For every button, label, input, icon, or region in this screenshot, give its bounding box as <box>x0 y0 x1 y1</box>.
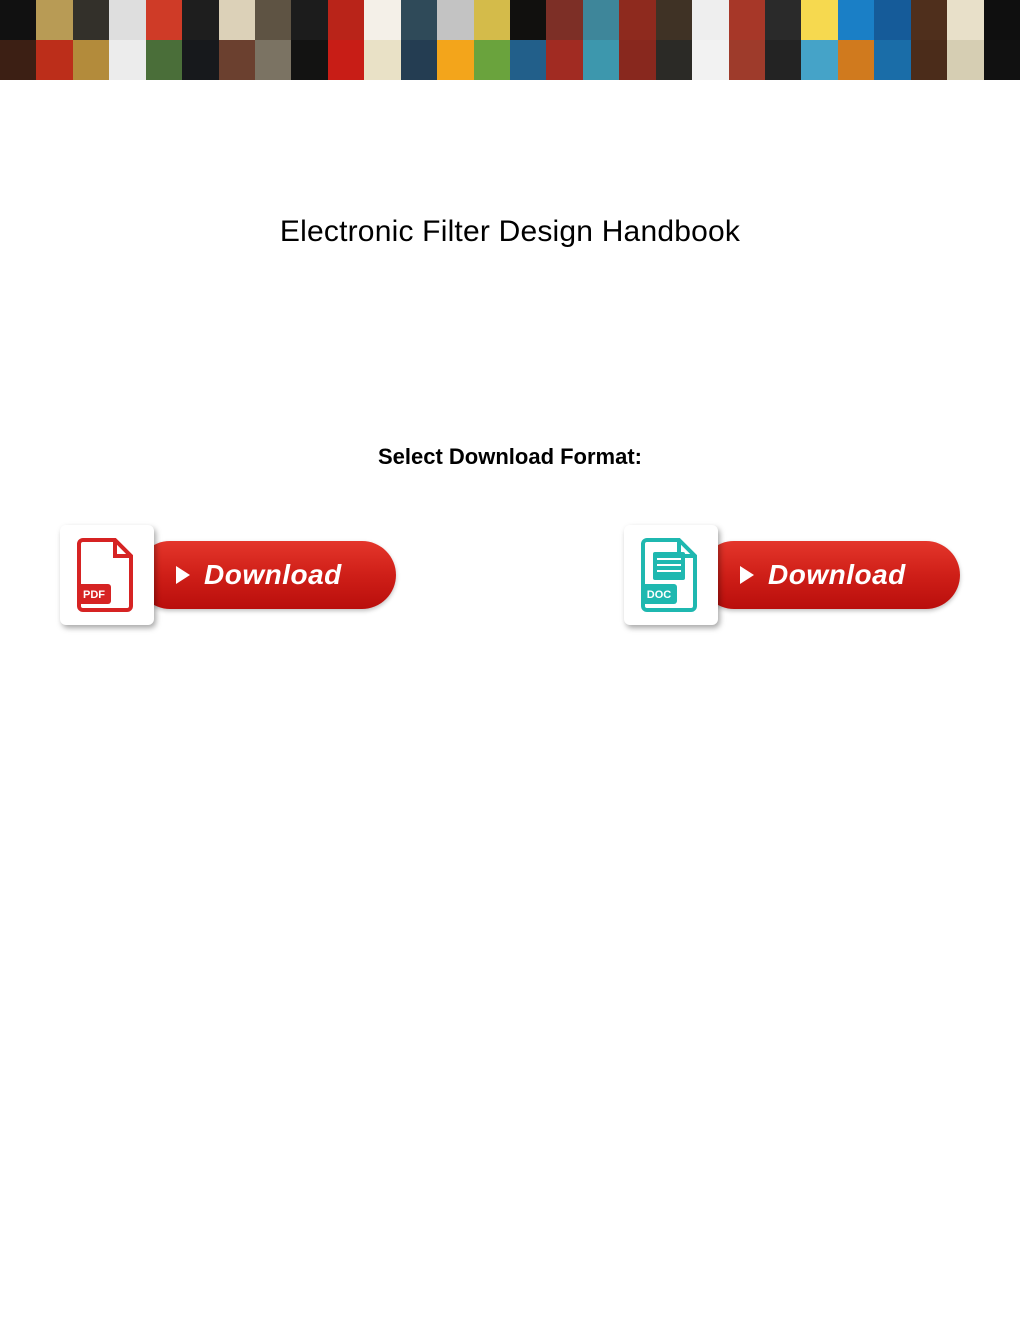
banner-tile <box>0 0 36 40</box>
pdf-file-icon: PDF <box>77 538 137 612</box>
banner-tile <box>911 40 947 80</box>
media-banner <box>0 0 1020 80</box>
banner-tile <box>619 0 655 40</box>
banner-tile <box>838 40 874 80</box>
banner-tile <box>109 0 145 40</box>
banner-tile <box>546 0 582 40</box>
banner-tile <box>328 40 364 80</box>
banner-tile <box>291 0 327 40</box>
banner-tile <box>109 40 145 80</box>
banner-tile <box>73 0 109 40</box>
banner-tile <box>255 0 291 40</box>
banner-tile <box>801 40 837 80</box>
banner-tile <box>619 40 655 80</box>
banner-tile <box>729 40 765 80</box>
play-icon <box>740 566 754 584</box>
banner-tile <box>984 0 1020 40</box>
banner-tile <box>874 40 910 80</box>
banner-tile <box>947 40 983 80</box>
banner-tile <box>0 40 36 80</box>
download-pdf-pill: Download <box>136 541 396 609</box>
banner-tile <box>729 0 765 40</box>
banner-tile <box>801 0 837 40</box>
banner-tile <box>36 0 72 40</box>
banner-tile <box>36 40 72 80</box>
banner-tile <box>838 0 874 40</box>
download-doc-button[interactable]: DOC Download <box>624 525 960 625</box>
download-doc-label: Download <box>768 559 906 591</box>
doc-icon-box: DOC <box>624 525 718 625</box>
banner-tile <box>656 40 692 80</box>
download-pdf-button[interactable]: PDF Download <box>60 525 396 625</box>
banner-tile <box>291 40 327 80</box>
banner-tile <box>182 40 218 80</box>
banner-tile <box>947 0 983 40</box>
banner-tile <box>583 40 619 80</box>
banner-tile <box>73 40 109 80</box>
banner-tile <box>146 0 182 40</box>
banner-tile <box>984 40 1020 80</box>
banner-tile <box>401 40 437 80</box>
banner-tile <box>546 40 582 80</box>
banner-tile <box>182 0 218 40</box>
banner-tile <box>474 0 510 40</box>
download-pdf-label: Download <box>204 559 342 591</box>
banner-tile <box>510 0 546 40</box>
banner-tile <box>765 0 801 40</box>
svg-text:DOC: DOC <box>647 589 672 601</box>
banner-tile <box>328 0 364 40</box>
banner-tile <box>364 0 400 40</box>
doc-file-icon: DOC <box>641 538 701 612</box>
banner-tile <box>255 40 291 80</box>
banner-tile <box>219 40 255 80</box>
banner-tile <box>437 40 473 80</box>
play-icon <box>176 566 190 584</box>
pdf-icon-box: PDF <box>60 525 154 625</box>
banner-tile <box>146 40 182 80</box>
page-title: Electronic Filter Design Handbook <box>0 215 1020 249</box>
download-doc-pill: Download <box>700 541 960 609</box>
banner-tile <box>510 40 546 80</box>
format-label: Select Download Format: <box>0 444 1020 470</box>
svg-text:PDF: PDF <box>83 589 105 601</box>
banner-tile <box>911 0 947 40</box>
banner-tile <box>656 0 692 40</box>
banner-tile <box>765 40 801 80</box>
banner-tile <box>219 0 255 40</box>
banner-tile <box>474 40 510 80</box>
banner-tile <box>583 0 619 40</box>
banner-tile <box>437 0 473 40</box>
banner-tile <box>364 40 400 80</box>
banner-tile <box>401 0 437 40</box>
banner-tile <box>692 0 728 40</box>
banner-tile <box>692 40 728 80</box>
download-buttons-row: PDF Download DOC Download <box>0 525 1020 625</box>
banner-tile <box>874 0 910 40</box>
